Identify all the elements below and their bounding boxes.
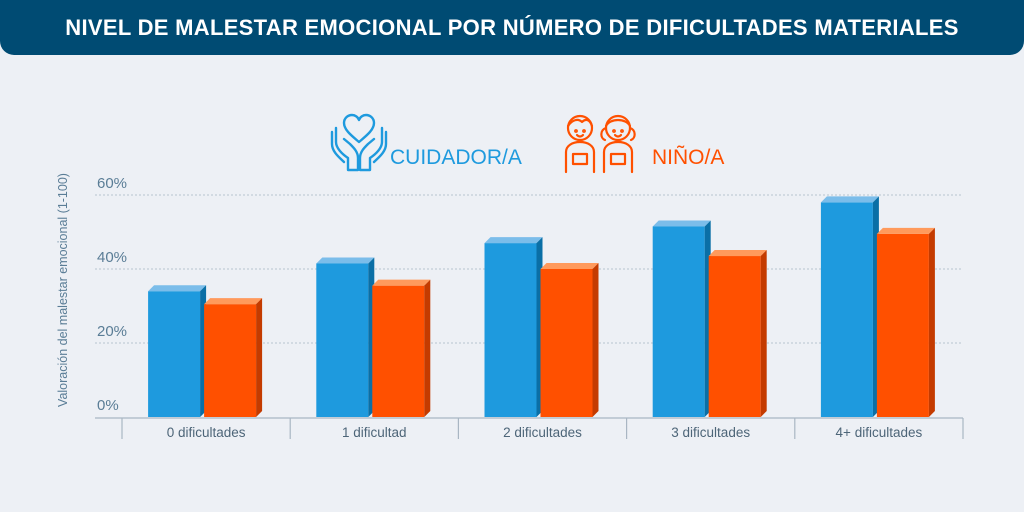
x-tick-label: 2 dificultades [503,425,582,440]
bar-caregiver-top [820,196,879,203]
bar-child-side [760,250,767,417]
bar-child [708,256,761,417]
bar-child-top [372,279,431,286]
bar-child-top [708,250,767,257]
hands-heart-icon [330,113,388,172]
bar-child [876,233,929,417]
legend-label-child: NIÑO/A [652,146,725,169]
y-tick-label: 0% [97,397,119,414]
y-tick-label: 40% [97,249,127,266]
bar-child-top [540,263,599,269]
legend-item-child: NIÑO/A [560,112,750,177]
bar-child-side [592,263,599,417]
title-banner: NIVEL DE MALESTAR EMOCIONAL POR NÚMERO D… [0,0,1024,55]
bar-caregiver-top [148,285,207,292]
bar-caregiver [484,243,537,417]
bar-child-side [928,227,935,417]
legend-item-caregiver: CUIDADOR/A [330,112,540,177]
chart-title: NIVEL DE MALESTAR EMOCIONAL POR NÚMERO D… [65,15,959,40]
x-tick-label: 3 dificultades [671,425,750,440]
bar-child [372,285,425,417]
bar-caregiver [316,263,369,417]
y-tick-label: 20% [97,323,127,340]
legend-label-caregiver: CUIDADOR/A [390,146,522,169]
y-tick-label: 60% [97,175,127,192]
x-tick-label: 4+ dificultades [836,425,923,440]
bar-child-side [424,279,431,417]
bar-child-side [256,298,263,417]
bar-caregiver [652,226,705,417]
bar-caregiver-top [652,220,711,227]
bar-caregiver [148,291,201,417]
bar-caregiver [820,202,873,417]
children-icon [564,114,636,174]
x-tick-label: 0 dificultades [167,425,246,440]
bar-child-top [876,227,935,234]
bar-child [540,269,593,417]
x-tick-label: 1 dificultad [342,425,407,440]
bar-child-top [204,298,263,305]
bar-caregiver-top [316,257,375,264]
bar-child [204,304,257,417]
bar-caregiver-top [484,237,543,244]
